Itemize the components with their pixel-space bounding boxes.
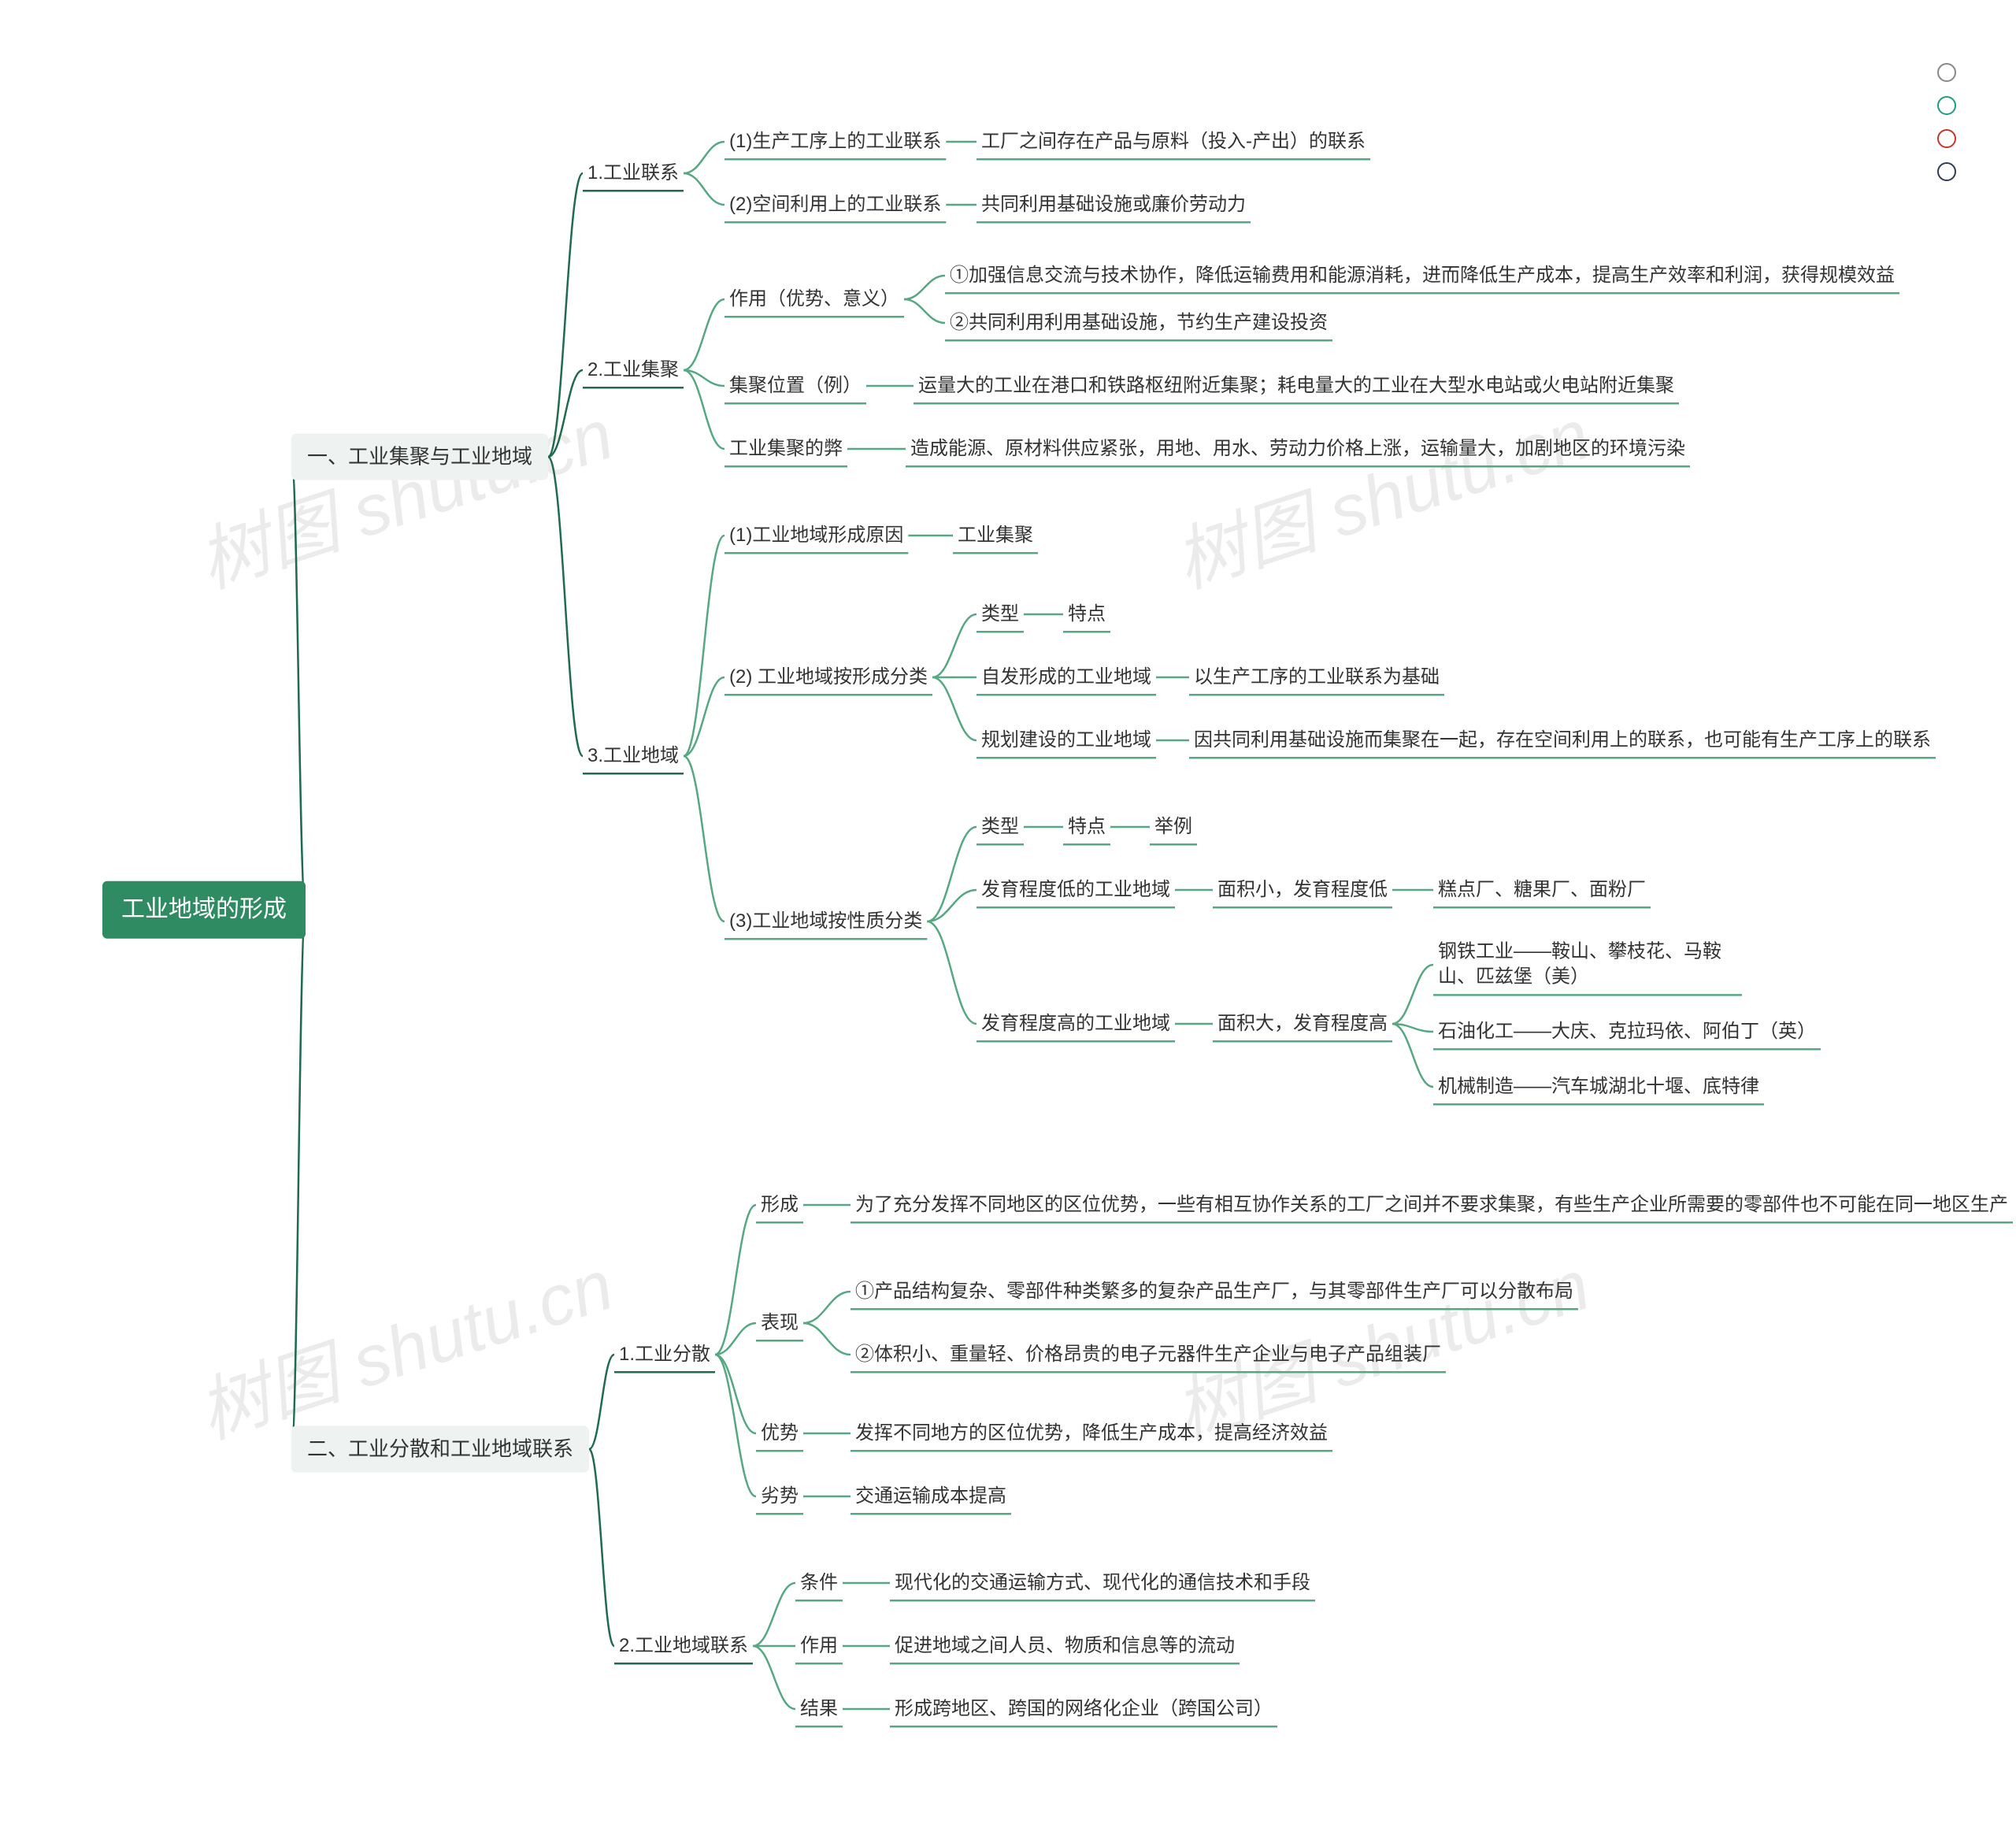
mindmap-node[interactable]: 造成能源、原材料供应紧张，用地、用水、劳动力价格上涨，运输量大，加剧地区的环境污… bbox=[906, 433, 1690, 465]
mindmap-node[interactable]: 自发形成的工业地域 bbox=[976, 662, 1156, 693]
mindmap-node[interactable]: 劣势 bbox=[756, 1481, 803, 1512]
mindmap-node[interactable]: 2.工业地域联系 bbox=[614, 1630, 753, 1662]
mindmap-node[interactable]: 表现 bbox=[756, 1307, 803, 1339]
mindmap-node[interactable]: ①产品结构复杂、零部件种类繁多的复杂产品生产厂，与其零部件生产厂可以分散布局 bbox=[850, 1276, 1578, 1307]
watermark: 树图 shutu.cn bbox=[183, 1228, 624, 1458]
mindmap-node[interactable]: 共同利用基础设施或廉价劳动力 bbox=[976, 189, 1251, 221]
mindmap-link bbox=[291, 910, 306, 1449]
mindmap-link bbox=[684, 370, 724, 449]
mindmap-node[interactable]: 发挥不同地方的区位优势，降低生产成本，提高经济效益 bbox=[850, 1418, 1332, 1449]
mindmap-link bbox=[753, 1646, 795, 1709]
root-node[interactable]: 工业地域的形成 bbox=[102, 881, 306, 939]
mindmap-node[interactable]: 条件 bbox=[795, 1567, 843, 1599]
mindmap-link bbox=[904, 276, 945, 299]
mindmap-link bbox=[803, 1323, 850, 1355]
mindmap-node[interactable]: ①加强信息交流与技术协作，降低运输费用和能源消耗，进而降低生产成本，提高生产效率… bbox=[945, 260, 1899, 291]
mindmap-node[interactable]: ②共同利用利用基础设施，节约生产建设投资 bbox=[945, 307, 1332, 339]
mindmap-node[interactable]: 作用（优势、意义） bbox=[724, 284, 904, 315]
mindmap-node[interactable]: 以生产工序的工业联系为基础 bbox=[1189, 662, 1444, 693]
mindmap-node[interactable]: 类型 bbox=[976, 599, 1024, 630]
mindmap-canvas: 树图 shutu.cn树图 shutu.cn树图 shutu.cn树图 shut… bbox=[0, 0, 2016, 1824]
mindmap-link bbox=[548, 457, 583, 756]
mindmap-link bbox=[927, 827, 976, 921]
mindmap-node[interactable]: 机械制造——汽车城湖北十堰、底特律 bbox=[1433, 1071, 1764, 1103]
mindmap-link bbox=[1392, 965, 1433, 1024]
mindmap-link bbox=[684, 370, 724, 386]
mindmap-link bbox=[684, 756, 724, 921]
mindmap-node[interactable]: 发育程度低的工业地域 bbox=[976, 874, 1175, 906]
mindmap-node[interactable]: 形成跨地区、跨国的网络化企业（跨国公司） bbox=[890, 1693, 1277, 1725]
mindmap-node[interactable]: 特点 bbox=[1063, 811, 1110, 843]
section-node[interactable]: 一、工业集聚与工业地域 bbox=[291, 433, 548, 480]
mindmap-link bbox=[715, 1355, 756, 1433]
mindmap-link bbox=[589, 1355, 614, 1449]
mindmap-node[interactable]: 2.工业集聚 bbox=[583, 354, 684, 386]
mindmap-link bbox=[932, 677, 976, 740]
palette-radio[interactable] bbox=[1937, 63, 1956, 82]
mindmap-node[interactable]: 面积大，发育程度高 bbox=[1213, 1008, 1392, 1040]
mindmap-link bbox=[715, 1355, 756, 1496]
mindmap-node[interactable]: 为了充分发挥不同地区的区位优势，一些有相互协作关系的工厂之间并不要求集聚，有些生… bbox=[850, 1189, 2013, 1221]
mindmap-node[interactable]: 特点 bbox=[1063, 599, 1110, 630]
mindmap-node[interactable]: 糕点厂、糖果厂、面粉厂 bbox=[1433, 874, 1651, 906]
mindmap-node[interactable]: 结果 bbox=[795, 1693, 843, 1725]
mindmap-node[interactable]: 交通运输成本提高 bbox=[850, 1481, 1011, 1512]
mindmap-node[interactable]: 石油化工——大庆、克拉玛依、阿伯丁（英） bbox=[1433, 1016, 1821, 1047]
mindmap-link bbox=[1392, 1024, 1433, 1087]
mindmap-node[interactable]: (1)生产工序上的工业联系 bbox=[724, 126, 946, 158]
mindmap-link bbox=[684, 536, 724, 756]
mindmap-node[interactable]: 集聚位置（例） bbox=[724, 370, 866, 402]
mindmap-link bbox=[684, 173, 724, 205]
mindmap-link bbox=[932, 614, 976, 677]
mindmap-link bbox=[715, 1205, 756, 1355]
section-node[interactable]: 二、工业分散和工业地域联系 bbox=[291, 1425, 589, 1472]
mindmap-node[interactable]: 工厂之间存在产品与原料（投入-产出）的联系 bbox=[976, 126, 1370, 158]
mindmap-node[interactable]: 工业集聚的弊 bbox=[724, 433, 847, 465]
mindmap-link bbox=[927, 890, 976, 921]
mindmap-node[interactable]: (2)空间利用上的工业联系 bbox=[724, 189, 946, 221]
mindmap-link bbox=[803, 1292, 850, 1323]
mindmap-node[interactable]: 优势 bbox=[756, 1418, 803, 1449]
mindmap-link bbox=[684, 142, 724, 173]
watermark: 树图 shutu.cn bbox=[1160, 377, 1600, 607]
mindmap-node[interactable]: 1.工业联系 bbox=[583, 158, 684, 189]
watermark: 树图 shutu.cn bbox=[183, 377, 624, 607]
mindmap-node[interactable]: 举例 bbox=[1150, 811, 1197, 843]
mindmap-node[interactable]: 面积小，发育程度低 bbox=[1213, 874, 1392, 906]
mindmap-link bbox=[684, 299, 724, 370]
mindmap-node[interactable]: 钢铁工业——鞍山、攀枝花、马鞍山、匹兹堡（美） bbox=[1433, 936, 1742, 994]
mindmap-node[interactable]: 运量大的工业在港口和铁路枢纽附近集聚；耗电量大的工业在大型水电站或火电站附近集聚 bbox=[914, 370, 1679, 402]
palette-radio[interactable] bbox=[1937, 162, 1956, 181]
mindmap-link bbox=[927, 921, 976, 1024]
mindmap-link bbox=[715, 1323, 756, 1355]
mindmap-link bbox=[1392, 1024, 1433, 1032]
palette-radios bbox=[1937, 63, 1961, 195]
mindmap-node[interactable]: 发育程度高的工业地域 bbox=[976, 1008, 1175, 1040]
mindmap-node[interactable]: 因共同利用基础设施而集聚在一起，存在空间利用上的联系，也可能有生产工序上的联系 bbox=[1189, 725, 1936, 756]
palette-radio[interactable] bbox=[1937, 96, 1956, 115]
mindmap-link bbox=[548, 173, 583, 457]
mindmap-link bbox=[548, 370, 583, 457]
mindmap-node[interactable]: (2) 工业地域按形成分类 bbox=[724, 662, 932, 693]
mindmap-link bbox=[753, 1583, 795, 1646]
mindmap-node[interactable]: 作用 bbox=[795, 1630, 843, 1662]
mindmap-node[interactable]: 规划建设的工业地域 bbox=[976, 725, 1156, 756]
palette-radio[interactable] bbox=[1937, 129, 1956, 148]
mindmap-node[interactable]: ②体积小、重量轻、价格昂贵的电子元器件生产企业与电子产品组装厂 bbox=[850, 1339, 1446, 1370]
mindmap-link bbox=[291, 457, 306, 910]
mindmap-node[interactable]: 促进地域之间人员、物质和信息等的流动 bbox=[890, 1630, 1240, 1662]
mindmap-node[interactable]: 类型 bbox=[976, 811, 1024, 843]
mindmap-link bbox=[684, 677, 724, 756]
mindmap-node[interactable]: 3.工业地域 bbox=[583, 740, 684, 772]
mindmap-node[interactable]: 现代化的交通运输方式、现代化的通信技术和手段 bbox=[890, 1567, 1315, 1599]
mindmap-node[interactable]: 形成 bbox=[756, 1189, 803, 1221]
mindmap-link bbox=[589, 1449, 614, 1646]
mindmap-node[interactable]: (1)工业地域形成原因 bbox=[724, 520, 908, 551]
mindmap-node[interactable]: 1.工业分散 bbox=[614, 1339, 715, 1370]
mindmap-link bbox=[904, 299, 945, 323]
mindmap-node[interactable]: 工业集聚 bbox=[953, 520, 1038, 551]
mindmap-node[interactable]: (3)工业地域按性质分类 bbox=[724, 906, 927, 937]
